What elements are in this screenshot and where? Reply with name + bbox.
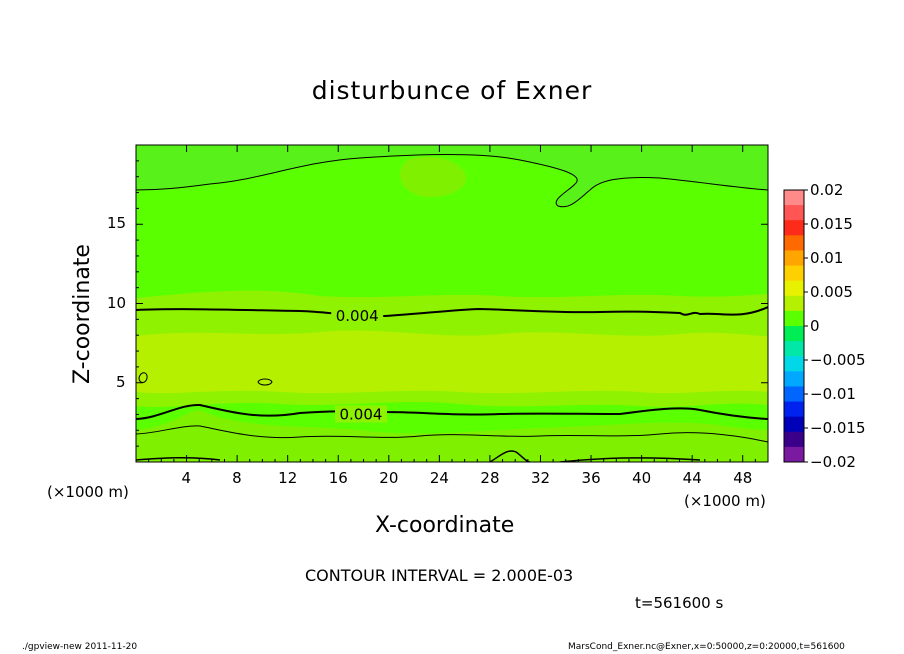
blob-upper-fill bbox=[399, 156, 467, 198]
colorbar-label: −0.01 bbox=[810, 385, 856, 403]
colorbar-segment bbox=[784, 446, 804, 463]
colorbar-segment bbox=[784, 205, 804, 221]
colorbar-segment bbox=[784, 265, 804, 282]
x-tick-label: 32 bbox=[530, 469, 551, 487]
colorbar-segment bbox=[784, 280, 804, 297]
colorbar-segment bbox=[784, 220, 804, 236]
colorbar-segment bbox=[784, 416, 804, 433]
colorbar-label: 0.015 bbox=[810, 215, 853, 233]
middle-core-fill bbox=[136, 330, 768, 394]
chart-title: disturbunce of Exner bbox=[311, 76, 593, 105]
colorbar-label: −0.015 bbox=[810, 419, 866, 437]
contour-0004-lower bbox=[136, 403, 768, 420]
time-label: t=561600 s bbox=[635, 594, 724, 612]
y-tick-label: 10 bbox=[107, 293, 127, 312]
x-tick-label: 8 bbox=[232, 469, 242, 487]
contour-top bbox=[136, 154, 768, 208]
y-axis-label: Z-coordinate bbox=[70, 244, 95, 384]
x-tick-label: 12 bbox=[278, 469, 298, 487]
colorbar-segment bbox=[784, 326, 804, 342]
colorbar-label: 0.01 bbox=[810, 249, 843, 267]
colorbar-segment bbox=[784, 371, 804, 387]
colorbar-label: 0 bbox=[810, 317, 820, 335]
colorbar-segment bbox=[784, 190, 804, 206]
y-tick-label: 5 bbox=[116, 372, 126, 391]
contour-label: 0.004 bbox=[340, 405, 383, 423]
x-tick-label: 4 bbox=[181, 469, 192, 487]
bottom-band-fill bbox=[136, 410, 768, 462]
x-tick-label: 16 bbox=[328, 469, 348, 487]
y-tick-label: 15 bbox=[107, 214, 127, 233]
x-tick-label: 20 bbox=[379, 469, 399, 487]
contour-interval-text: CONTOUR INTERVAL = 2.000E-03 bbox=[305, 566, 574, 585]
x-tick-label: 40 bbox=[632, 469, 652, 487]
x-tick-label: 44 bbox=[682, 469, 702, 487]
colorbar-segment bbox=[784, 386, 804, 403]
colorbar-segment bbox=[784, 431, 804, 448]
colorbar-segment bbox=[784, 356, 804, 372]
colorbar-segment bbox=[784, 250, 804, 267]
x-tick-label: 36 bbox=[581, 469, 601, 487]
plot-frame bbox=[135, 144, 769, 463]
colorbar-segment bbox=[784, 295, 804, 312]
x-tick-label: 28 bbox=[480, 469, 500, 487]
x-unit-label-left: (×1000 m) bbox=[47, 483, 129, 501]
contour-label-bg bbox=[331, 307, 384, 325]
colorbar-label: 0.005 bbox=[810, 283, 853, 301]
footer-right-text: MarsCond_Exner.nc@Exner,x=0:50000,z=0:20… bbox=[568, 642, 845, 652]
colorbar-label: 0.02 bbox=[810, 181, 843, 199]
contour-bottom bbox=[136, 450, 701, 462]
x-tick-label: 48 bbox=[733, 469, 753, 487]
colorbar-label: −0.005 bbox=[810, 351, 866, 369]
contour-label-bg bbox=[334, 405, 387, 423]
top-band-fill bbox=[136, 145, 768, 207]
colorbar-segment bbox=[784, 401, 804, 418]
colorbar-segment bbox=[784, 235, 804, 251]
colorbar-segment bbox=[784, 341, 804, 357]
contour-small-loop-1 bbox=[138, 372, 148, 383]
footer-left-text: ./gpview-new 2011-11-20 bbox=[22, 642, 138, 652]
contour-0004-upper bbox=[136, 306, 768, 318]
contour-lower-thin bbox=[136, 425, 768, 443]
x-unit-label-right: (×1000 m) bbox=[684, 492, 766, 510]
colorbar-segment bbox=[784, 310, 804, 327]
colorbar-label: −0.02 bbox=[810, 453, 856, 471]
x-axis-label: X-coordinate bbox=[375, 513, 515, 538]
contour-label: 0.004 bbox=[336, 307, 379, 325]
x-tick-label: 24 bbox=[429, 469, 449, 487]
contour-small-loop-2 bbox=[257, 378, 273, 386]
